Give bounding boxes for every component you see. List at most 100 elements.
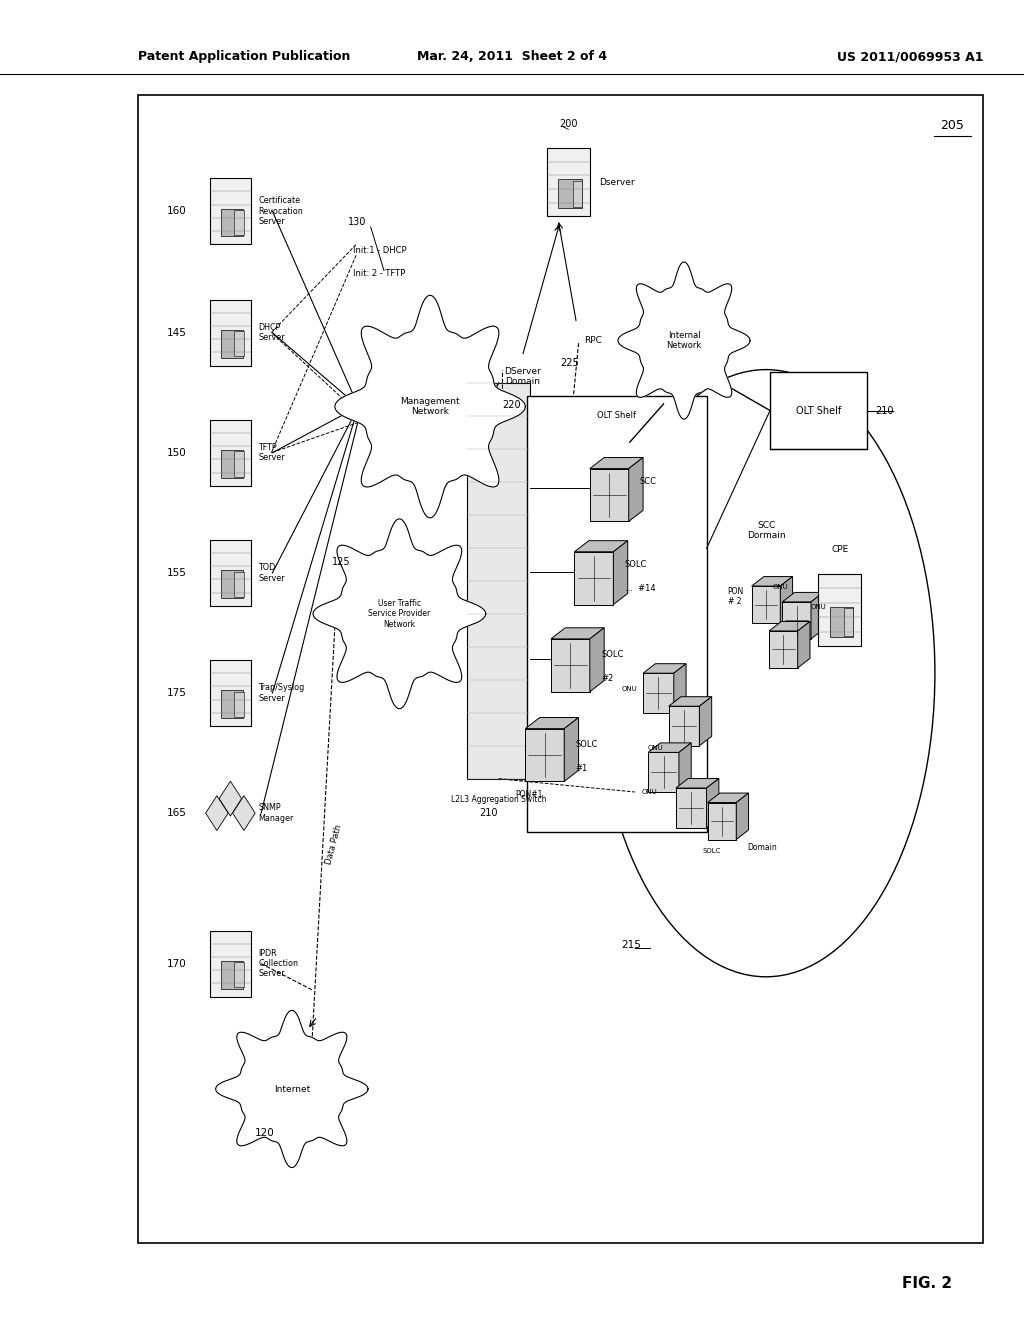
FancyBboxPatch shape	[234, 210, 244, 235]
Polygon shape	[752, 577, 793, 586]
FancyBboxPatch shape	[221, 330, 244, 358]
Text: Internal
Network: Internal Network	[667, 331, 701, 350]
Polygon shape	[736, 793, 749, 840]
Text: IPDR
Collection
Server: IPDR Collection Server	[258, 949, 298, 978]
Polygon shape	[699, 697, 712, 746]
Text: 120: 120	[254, 1127, 274, 1138]
Polygon shape	[811, 593, 823, 639]
FancyBboxPatch shape	[234, 692, 244, 717]
Polygon shape	[648, 743, 691, 752]
FancyBboxPatch shape	[829, 607, 853, 638]
Text: 160: 160	[167, 206, 187, 216]
Text: 210: 210	[876, 405, 894, 416]
Polygon shape	[232, 796, 255, 830]
Polygon shape	[676, 779, 719, 788]
Text: 225: 225	[560, 358, 579, 368]
FancyBboxPatch shape	[676, 788, 707, 828]
Text: SNMP
Manager: SNMP Manager	[258, 804, 294, 822]
Text: FIG. 2: FIG. 2	[902, 1275, 952, 1291]
FancyBboxPatch shape	[551, 639, 590, 692]
FancyBboxPatch shape	[525, 729, 564, 781]
Text: RPC: RPC	[584, 337, 601, 345]
FancyBboxPatch shape	[547, 148, 590, 216]
Text: ONU: ONU	[648, 746, 664, 751]
FancyBboxPatch shape	[234, 572, 244, 597]
FancyBboxPatch shape	[752, 586, 780, 623]
FancyBboxPatch shape	[818, 573, 861, 645]
Text: 170: 170	[167, 958, 187, 969]
FancyBboxPatch shape	[210, 540, 251, 606]
FancyBboxPatch shape	[210, 420, 251, 486]
FancyBboxPatch shape	[234, 451, 244, 477]
Polygon shape	[590, 458, 643, 469]
Text: OLT Shelf: OLT Shelf	[796, 405, 842, 416]
Text: 165: 165	[167, 808, 187, 818]
Text: SCC
Dormain: SCC Dormain	[748, 521, 786, 540]
Text: Init: 2 - TFTP: Init: 2 - TFTP	[353, 269, 406, 277]
FancyBboxPatch shape	[648, 752, 679, 792]
Text: OLT Shelf: OLT Shelf	[597, 412, 637, 420]
FancyBboxPatch shape	[844, 609, 853, 636]
Text: 130: 130	[348, 216, 367, 227]
Text: ...  #14: ... #14	[625, 585, 655, 593]
Text: Mar. 24, 2011  Sheet 2 of 4: Mar. 24, 2011 Sheet 2 of 4	[417, 50, 607, 63]
Text: Domain: Domain	[748, 843, 777, 851]
Text: ONU: ONU	[622, 686, 637, 692]
Text: 210: 210	[479, 808, 498, 818]
FancyBboxPatch shape	[138, 95, 983, 1243]
Polygon shape	[564, 718, 579, 781]
Polygon shape	[574, 541, 628, 552]
Text: PON
# 2: PON # 2	[727, 587, 743, 606]
FancyBboxPatch shape	[210, 931, 251, 997]
FancyBboxPatch shape	[467, 383, 530, 779]
Text: Internet: Internet	[273, 1085, 310, 1093]
FancyBboxPatch shape	[210, 300, 251, 366]
Text: 200: 200	[559, 119, 578, 129]
Text: User Traffic
Service Provider
Network: User Traffic Service Provider Network	[369, 599, 430, 628]
Text: #2: #2	[601, 675, 613, 682]
Text: Trap/Syslog
Server: Trap/Syslog Server	[258, 684, 304, 702]
Text: 150: 150	[167, 447, 187, 458]
Text: SOLC: SOLC	[702, 849, 721, 854]
Polygon shape	[669, 697, 712, 706]
Text: Init:1 - DHCP: Init:1 - DHCP	[353, 247, 407, 255]
Text: DHCP
Server: DHCP Server	[258, 323, 285, 342]
Polygon shape	[525, 718, 579, 729]
Text: Certificate
Revocation
Server: Certificate Revocation Server	[258, 197, 303, 226]
Text: 205: 205	[940, 119, 965, 132]
Polygon shape	[313, 519, 485, 709]
Text: ONU: ONU	[772, 585, 788, 590]
Text: 215: 215	[621, 940, 641, 950]
FancyBboxPatch shape	[527, 396, 707, 832]
Text: Management
Network: Management Network	[400, 397, 460, 416]
Text: Dserver: Dserver	[599, 178, 635, 186]
Polygon shape	[674, 664, 686, 713]
Text: 145: 145	[167, 327, 187, 338]
FancyBboxPatch shape	[558, 180, 582, 209]
FancyBboxPatch shape	[708, 803, 736, 840]
FancyBboxPatch shape	[770, 372, 867, 449]
FancyBboxPatch shape	[234, 331, 244, 356]
Text: SCC: SCC	[640, 478, 657, 486]
FancyBboxPatch shape	[769, 631, 798, 668]
Text: Data Path: Data Path	[325, 824, 343, 866]
FancyBboxPatch shape	[210, 660, 251, 726]
Text: L2L3 Aggregation Switch: L2L3 Aggregation Switch	[451, 795, 547, 804]
Polygon shape	[335, 296, 525, 517]
Text: 155: 155	[167, 568, 187, 578]
Text: 220: 220	[503, 400, 521, 411]
FancyBboxPatch shape	[221, 209, 244, 236]
Text: ONU: ONU	[642, 789, 657, 795]
Text: CPE: CPE	[831, 545, 848, 554]
Text: SOLC: SOLC	[601, 651, 624, 659]
FancyBboxPatch shape	[572, 181, 582, 207]
FancyBboxPatch shape	[782, 602, 811, 639]
Text: 175: 175	[167, 688, 187, 698]
Text: SOLC: SOLC	[575, 741, 598, 748]
Polygon shape	[219, 781, 242, 816]
FancyBboxPatch shape	[643, 673, 674, 713]
Text: DServer
Domain: DServer Domain	[504, 367, 541, 385]
Polygon shape	[679, 743, 691, 792]
Polygon shape	[782, 593, 823, 602]
Text: Patent Application Publication: Patent Application Publication	[138, 50, 350, 63]
